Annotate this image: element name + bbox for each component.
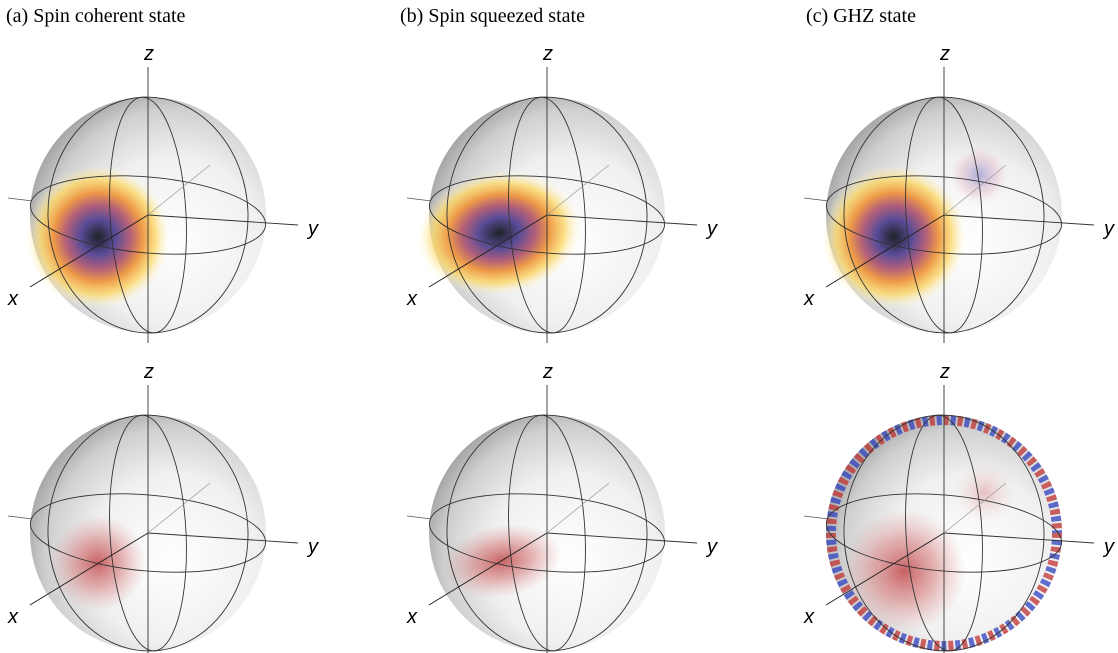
panel-title: (a) Spin coherent state: [6, 5, 185, 27]
axis-label: x: [7, 288, 19, 310]
bloch-sphere: z y x: [406, 43, 718, 343]
bloch-sphere: z y x: [803, 43, 1115, 343]
axis-label: z: [143, 43, 154, 65]
axis-label: y: [1102, 218, 1115, 240]
panel-title: (c) GHZ state: [806, 5, 916, 27]
distribution: [947, 143, 1011, 207]
panels: (a) Spin coherent state z y x z y x (b) Spin sq…: [6, 5, 1115, 653]
axis-label: z: [143, 361, 154, 383]
bloch-sphere: z y x: [803, 361, 1115, 653]
bloch-sphere: z y x: [406, 361, 718, 653]
axis-label: x: [803, 606, 815, 628]
axis-label: x: [7, 606, 19, 628]
axis-label: z: [542, 361, 553, 383]
axis-label: y: [306, 536, 319, 558]
axis-label: x: [406, 288, 418, 310]
axis-label: y: [705, 218, 718, 240]
axis-label: z: [939, 361, 950, 383]
figure: (a) Spin coherent state z y x z y x (b) Spin sq…: [0, 0, 1118, 653]
axis-label: y: [1102, 536, 1115, 558]
axis-label: x: [406, 606, 418, 628]
distribution: [954, 463, 1014, 523]
bloch-sphere: z y x: [7, 43, 319, 343]
axis-label: z: [939, 43, 950, 65]
axis-label: x: [803, 288, 815, 310]
axis-label: z: [542, 43, 553, 65]
panel-title: (b) Spin squeezed state: [400, 5, 585, 27]
bloch-sphere: z y x: [7, 361, 319, 653]
axis-label: y: [306, 218, 319, 240]
axis-label: y: [705, 536, 718, 558]
